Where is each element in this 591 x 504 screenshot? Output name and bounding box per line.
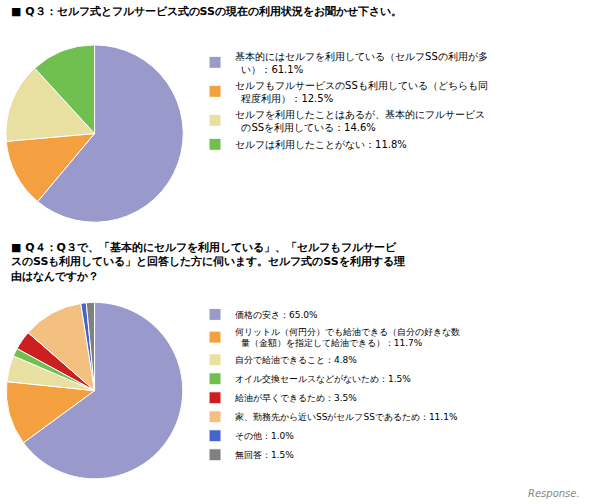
svg-text:セルフを利用したことはあるが、基本的にフルサービス のSS: セルフを利用したことはあるが、基本的にフルサービス のSSを利用している：14.… — [235, 109, 485, 133]
svg-text:家、勤務先から近いSSがセルフSSであるため：11.1%: 家、勤務先から近いSSがセルフSSであるため：11.1% — [235, 412, 458, 422]
svg-text:セルフもフルサービスのSSも利用している（どちらも同 程度: セルフもフルサービスのSSも利用している（どちらも同 程度利用）：12.5% — [235, 80, 488, 104]
svg-text:無回答：1.5%: 無回答：1.5% — [235, 450, 294, 460]
svg-text:給油が早くできるため：3.5%: 給油が早くできるため：3.5% — [234, 393, 357, 403]
svg-text:その他：1.0%: その他：1.0% — [235, 431, 294, 441]
svg-text:Response.: Response. — [528, 488, 580, 499]
svg-text:■ Q３：セルフ式とフルサービス式のSSの現在の利用状況をお: ■ Q３：セルフ式とフルサービス式のSSの現在の利用状況をお聞かせ下さい。 — [11, 5, 402, 18]
svg-text:基本的にはセルフを利用している（セルフSSの利用が多 い）: 基本的にはセルフを利用している（セルフSSの利用が多 い）：61.1% — [235, 51, 488, 75]
svg-text:セルフは利用したことがない：11.8%: セルフは利用したことがない：11.8% — [235, 139, 407, 150]
svg-text:■ Q４：Q３で、「基本的にセルフを利用している」、「セルフ: ■ Q４：Q３で、「基本的にセルフを利用している」、「セルフもフルサービスのSS… — [11, 241, 405, 283]
svg-text:価格の安さ：65.0%: 価格の安さ：65.0% — [235, 310, 318, 320]
svg-text:自分で給油できること：4.8%: 自分で給油できること：4.8% — [235, 355, 357, 365]
svg-text:何リットル（何円分）でも給油できる（自分の好きな数 量（金: 何リットル（何円分）でも給油できる（自分の好きな数 量（金額）を指定して給油でき… — [235, 327, 460, 349]
svg-text:オイル交換セールスなどがないため：1.5%: オイル交換セールスなどがないため：1.5% — [235, 374, 411, 384]
